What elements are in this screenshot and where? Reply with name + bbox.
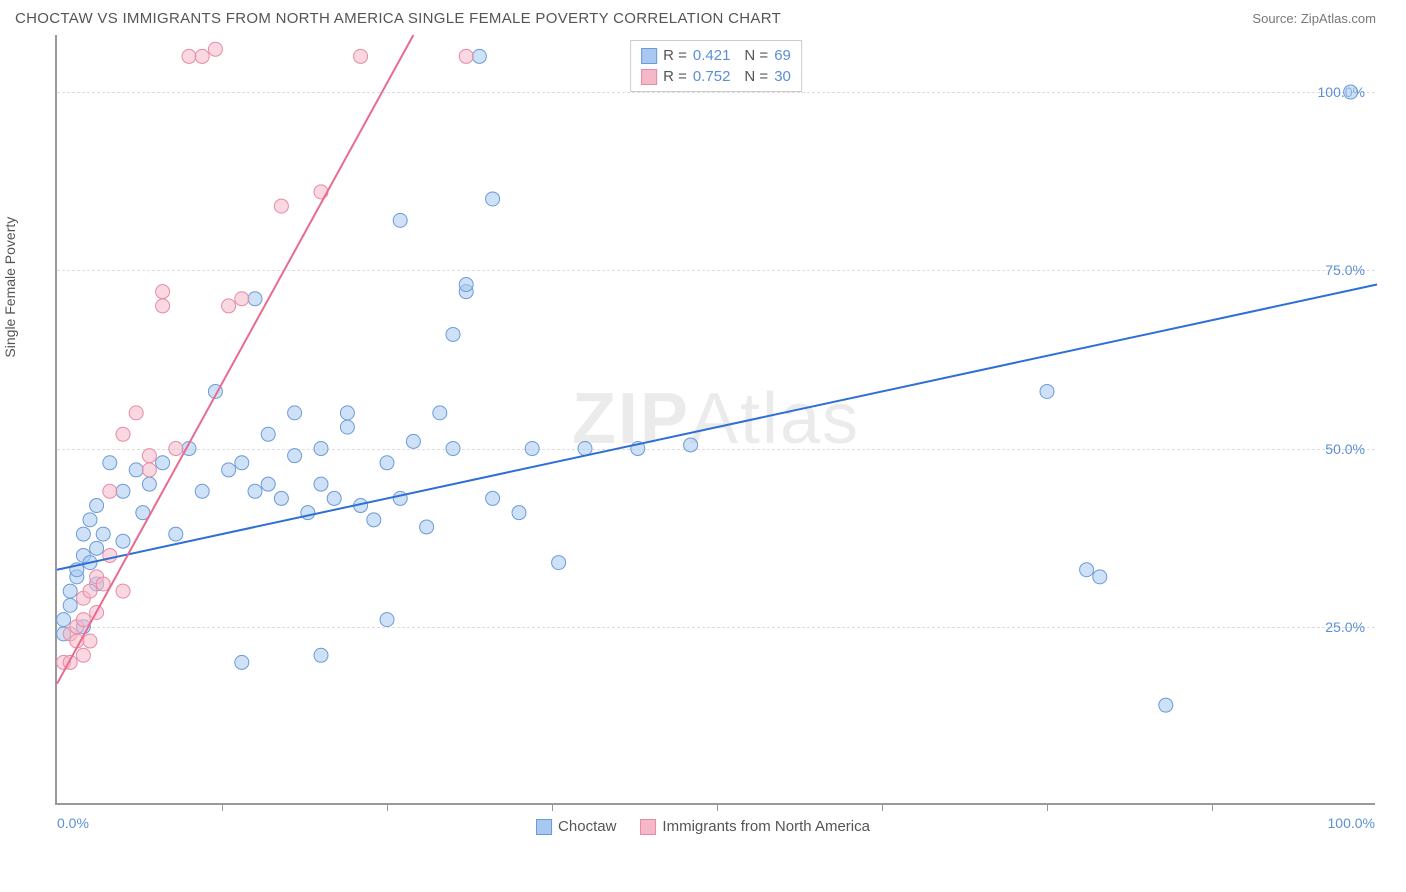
data-point [314, 477, 328, 491]
data-point [142, 463, 156, 477]
data-point [288, 449, 302, 463]
source-label: Source: [1252, 11, 1297, 26]
data-point [1093, 570, 1107, 584]
data-point [235, 655, 249, 669]
scatter-plot: ZIPAtlas R =0.421N =69R =0.752N =30 25.0… [55, 35, 1375, 805]
data-point [525, 442, 539, 456]
data-point [76, 613, 90, 627]
data-point [83, 634, 97, 648]
legend-swatch [536, 819, 552, 835]
data-point [578, 442, 592, 456]
data-point [195, 484, 209, 498]
data-point [327, 491, 341, 505]
data-point [446, 442, 460, 456]
data-point [235, 292, 249, 306]
data-point [446, 327, 460, 341]
data-point [314, 648, 328, 662]
data-point [129, 463, 143, 477]
data-point [512, 506, 526, 520]
x-tick-label: 100.0% [1328, 815, 1375, 831]
data-point [142, 477, 156, 491]
data-point [248, 484, 262, 498]
legend-label: Choctaw [558, 818, 616, 835]
data-point [459, 278, 473, 292]
data-point [169, 442, 183, 456]
data-point [195, 49, 209, 63]
legend-item: Choctaw [536, 818, 616, 835]
data-point [261, 427, 275, 441]
data-point [90, 499, 104, 513]
data-point [274, 491, 288, 505]
data-point [63, 584, 77, 598]
data-point [433, 406, 447, 420]
data-point [354, 49, 368, 63]
data-point [156, 285, 170, 299]
data-point [1040, 384, 1054, 398]
data-point [116, 427, 130, 441]
data-point [57, 613, 71, 627]
data-point [103, 456, 117, 470]
data-point [288, 406, 302, 420]
data-point [76, 648, 90, 662]
data-point [314, 185, 328, 199]
data-point [1080, 563, 1094, 577]
legend-label: Immigrants from North America [662, 818, 870, 835]
data-point [103, 484, 117, 498]
data-point [486, 491, 500, 505]
data-point [552, 556, 566, 570]
data-point [1344, 85, 1358, 99]
data-point [116, 584, 130, 598]
plot-svg [57, 35, 1377, 805]
data-point [274, 199, 288, 213]
data-point [83, 513, 97, 527]
source-name: ZipAtlas.com [1301, 11, 1376, 26]
data-point [459, 49, 473, 63]
data-point [63, 598, 77, 612]
data-point [380, 613, 394, 627]
y-axis-label: Single Female Poverty [2, 217, 18, 358]
data-point [1159, 698, 1173, 712]
series-legend: Choctaw Immigrants from North America [536, 818, 870, 835]
data-point [261, 477, 275, 491]
data-point [142, 449, 156, 463]
source-attribution: Source: ZipAtlas.com [1252, 11, 1376, 26]
data-point [222, 463, 236, 477]
data-point [156, 456, 170, 470]
data-point [96, 527, 110, 541]
data-point [156, 299, 170, 313]
data-point [340, 406, 354, 420]
data-point [314, 442, 328, 456]
data-point [684, 438, 698, 452]
chart-container: Single Female Poverty ZIPAtlas R =0.421N… [15, 35, 1391, 805]
data-point [235, 456, 249, 470]
chart-title: CHOCTAW VS IMMIGRANTS FROM NORTH AMERICA… [15, 10, 781, 27]
data-point [486, 192, 500, 206]
trend-line [57, 35, 413, 684]
data-point [380, 456, 394, 470]
data-point [90, 541, 104, 555]
data-point [420, 520, 434, 534]
data-point [248, 292, 262, 306]
data-point [83, 584, 97, 598]
legend-swatch [640, 819, 656, 835]
data-point [367, 513, 381, 527]
data-point [169, 527, 183, 541]
trend-line [57, 285, 1377, 570]
data-point [116, 534, 130, 548]
data-point [208, 42, 222, 56]
data-point [116, 484, 130, 498]
legend-item: Immigrants from North America [640, 818, 870, 835]
data-point [393, 213, 407, 227]
data-point [406, 434, 420, 448]
x-tick-label: 0.0% [57, 815, 89, 831]
data-point [222, 299, 236, 313]
data-point [129, 406, 143, 420]
data-point [182, 49, 196, 63]
data-point [76, 527, 90, 541]
data-point [340, 420, 354, 434]
chart-header: CHOCTAW VS IMMIGRANTS FROM NORTH AMERICA… [0, 0, 1406, 35]
data-point [472, 49, 486, 63]
